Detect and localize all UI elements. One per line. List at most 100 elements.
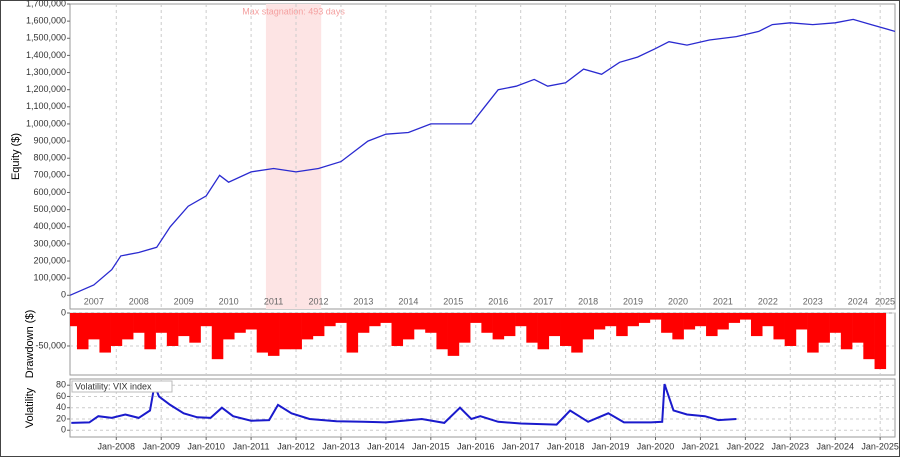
x-tick-label: 2008 (129, 296, 149, 306)
drawdown-bar (301, 313, 314, 340)
drawdown-bar (413, 313, 426, 330)
x-tick-label: Jan-2018 (547, 441, 585, 451)
drawdown-bar (256, 313, 269, 353)
stagnation-band (265, 4, 322, 309)
plot-content (70, 18, 895, 296)
drawdown-bar (402, 313, 415, 340)
x-tick-label: 2011 (264, 296, 283, 306)
y-tick-label: 800,000 (33, 153, 66, 163)
y-tick-label: 1,300,000 (26, 67, 66, 77)
x-tick-label: Jan-2013 (322, 441, 360, 451)
x-tick-label: 2017 (533, 296, 553, 306)
x-tick-label: 2022 (758, 296, 778, 306)
drawdown-bar (762, 313, 774, 327)
x-tick-label: 2014 (398, 296, 418, 306)
drawdown-bar (223, 313, 235, 340)
x-tick-label: Jan-2022 (727, 441, 765, 451)
drawdown-bar (874, 313, 887, 370)
drawdown-bar (616, 313, 628, 337)
x-tick-label: 2015 (443, 296, 463, 306)
drawdown-bar (492, 313, 505, 340)
drawdown-bar (425, 313, 437, 333)
drawdown-bar (211, 313, 224, 360)
drawdown-bar (661, 313, 673, 333)
y-tick-label: 1,400,000 (26, 50, 66, 60)
drawdown-bar (357, 313, 370, 333)
drawdown-bar (604, 313, 617, 327)
drawdown-bar (582, 313, 595, 340)
x-tick-label: 2019 (623, 296, 643, 306)
plot-area (69, 3, 896, 310)
drawdown-bar (560, 313, 572, 346)
x-tick-label: 2021 (713, 296, 733, 306)
drawdown-bar (571, 313, 583, 353)
y-tick-label: 700,000 (33, 170, 66, 180)
drawdown-bar (593, 313, 606, 330)
drawdown-bar (537, 313, 550, 350)
y-tick-label: 1,000,000 (26, 118, 66, 128)
drawdown-bar (728, 313, 741, 323)
y-tick-label: 900,000 (33, 135, 66, 145)
drawdown-bar (234, 313, 246, 333)
x-tick-label: Jan-2017 (502, 441, 540, 451)
y-tick-label: 1,600,000 (26, 16, 66, 26)
y-tick-label: 1,500,000 (26, 33, 66, 43)
drawdown-bar (88, 313, 100, 340)
y-axis-label: Equity ($) (10, 133, 22, 180)
stagnation-label: Max stagnation: 493 days (242, 6, 345, 16)
y-tick-label: 40 (56, 402, 66, 412)
legend-box (71, 380, 173, 393)
drawdown-bar (335, 313, 347, 323)
y-tick-label: 200,000 (33, 255, 66, 265)
y-tick-label: 400,000 (33, 221, 66, 231)
drawdown-bar (290, 313, 302, 350)
y-tick-label: 100,000 (33, 273, 66, 283)
x-tick-label: 2018 (578, 296, 598, 306)
drawdown-bar (267, 313, 280, 356)
drawdown-bar (829, 313, 842, 333)
drawdown-bar (649, 313, 662, 320)
x-tick-label: 2013 (353, 296, 373, 306)
drawdown-bar (672, 313, 684, 340)
y-tick-label: 1,200,000 (26, 84, 66, 94)
drawdown-bar (717, 313, 729, 330)
drawdown-bar (178, 313, 190, 337)
y-tick-label: 0 (61, 425, 66, 435)
drawdown-bar (189, 313, 201, 343)
drawdown-bar (458, 313, 471, 343)
drawdown-bar (773, 313, 785, 340)
x-tick-label: 2007 (84, 296, 104, 306)
drawdown-bar (200, 313, 213, 327)
drawdown-bar (807, 313, 819, 353)
drawdown-bar (324, 313, 336, 327)
drawdown-bar (503, 313, 516, 337)
x-tick-label: Jan-2008 (98, 441, 136, 451)
drawdown-bar (99, 313, 111, 353)
x-tick-label: 2016 (488, 296, 508, 306)
y-tick-label: 20 (56, 413, 66, 423)
drawdown-bar (436, 313, 448, 350)
x-tick-label: 2020 (668, 296, 688, 306)
x-tick-label: Jan-2019 (592, 441, 630, 451)
x-tick-label: Jan-2025 (861, 441, 899, 451)
drawdown-bar (369, 313, 381, 327)
drawdown-bar (694, 313, 707, 327)
y-tick-label: 0 (61, 307, 66, 317)
drawdown-bar (515, 313, 527, 327)
drawdown-bar (638, 313, 651, 323)
y-tick-label: 600,000 (33, 187, 66, 197)
drawdown-bar (346, 313, 359, 353)
drawdown-bar (526, 313, 538, 343)
x-tick-label: Jan-2011 (233, 441, 270, 451)
x-tick-label: Jan-2024 (816, 441, 854, 451)
drawdown-bar (166, 313, 179, 346)
drawdown-bar (391, 313, 404, 346)
drawdown-bar (706, 313, 718, 337)
drawdown-bar (245, 313, 258, 330)
x-tick-label: 2023 (803, 296, 823, 306)
y-tick-label: 0 (61, 290, 66, 300)
x-tick-label: Jan-2023 (772, 441, 810, 451)
x-tick-label: 2012 (308, 296, 328, 306)
legend-label: Volatility: VIX index (75, 381, 152, 391)
